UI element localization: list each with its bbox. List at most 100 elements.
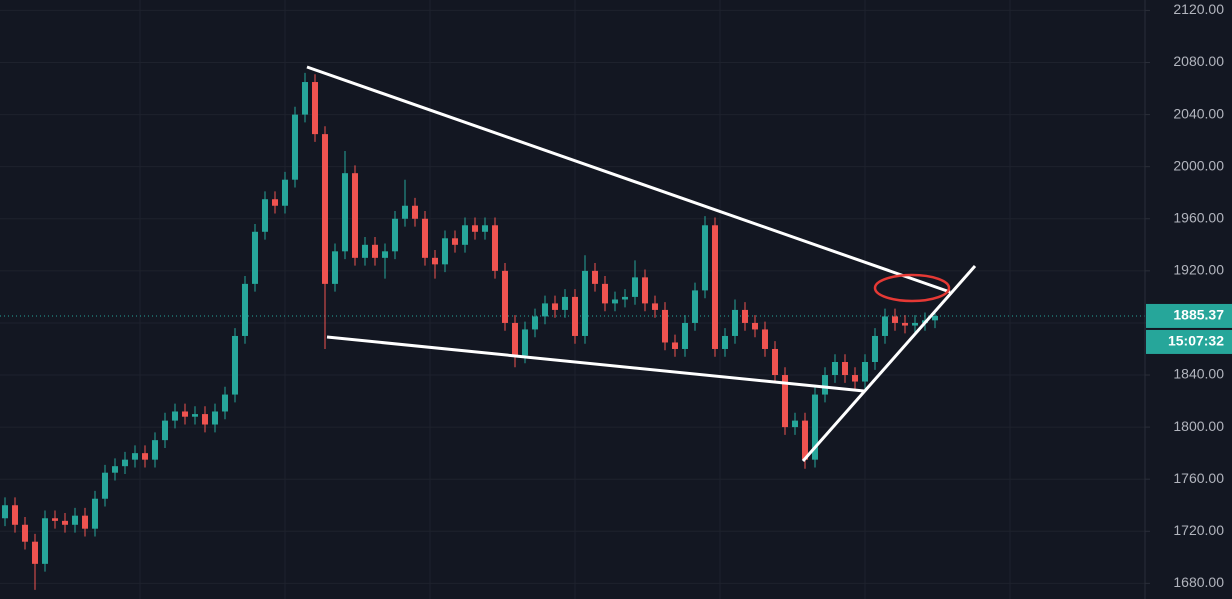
candle-body [292, 114, 298, 180]
trend-line [306, 65, 951, 294]
vertical-grid [139, 0, 1011, 599]
candle-body [332, 251, 338, 284]
candle-body [832, 362, 838, 376]
candle-body [742, 309, 748, 323]
candle-body [122, 459, 128, 467]
candles [2, 72, 938, 590]
candle-body [212, 411, 218, 425]
candle-body [602, 283, 608, 304]
candle-body [592, 270, 598, 284]
candle-body [322, 134, 328, 284]
candle-body [412, 205, 418, 219]
candle-body [632, 277, 638, 297]
candle-body [52, 518, 58, 521]
candle-body [42, 518, 48, 564]
candle-body [162, 420, 168, 441]
last-price-box [1146, 303, 1232, 328]
candle-body [82, 515, 88, 529]
candle-body [92, 498, 98, 529]
y-tick-label: 1760.00 [1173, 470, 1224, 486]
candle-body [342, 173, 348, 252]
candle-body [252, 231, 258, 284]
candle-body [822, 375, 828, 395]
candle-body [432, 257, 438, 265]
candle-body [182, 411, 188, 417]
candle-body [222, 394, 228, 412]
candle-body [22, 524, 28, 542]
candle-body [712, 225, 718, 349]
y-tick-label: 2120.00 [1173, 1, 1224, 17]
candle-body [232, 335, 238, 395]
candle-body [682, 322, 688, 349]
y-tick-label: 1920.00 [1173, 262, 1224, 278]
candle-body [692, 290, 698, 323]
candle-body [552, 303, 558, 310]
candle-body [492, 225, 498, 271]
candle-body [772, 348, 778, 376]
candle-body [152, 440, 158, 460]
candle-body [132, 453, 138, 460]
candle-body [442, 238, 448, 265]
candle-body [792, 420, 798, 428]
drawings [306, 65, 977, 462]
y-tick-label: 2040.00 [1173, 105, 1224, 121]
candle-body [272, 199, 278, 206]
y-tick-label: 1960.00 [1173, 209, 1224, 225]
candle-body [562, 296, 568, 310]
countdown-label: 15:07:32 [1168, 333, 1224, 349]
candle-body [462, 225, 468, 245]
candle-body [572, 296, 578, 336]
candle-body [702, 225, 708, 291]
y-tick-label: 1840.00 [1173, 366, 1224, 382]
candle-body [732, 309, 738, 336]
candle-body [762, 329, 768, 349]
candle-body [662, 309, 668, 343]
candle-body [672, 342, 678, 349]
candle-body [752, 322, 758, 330]
candle-body [102, 472, 108, 499]
candle-body [372, 244, 378, 258]
candle-body [862, 362, 868, 382]
candle-body [842, 362, 848, 376]
candle-body [812, 394, 818, 460]
candle-body [402, 205, 408, 219]
candle-body [2, 505, 8, 519]
last-price-label: 1885.37 [1173, 307, 1224, 323]
candle-body [352, 173, 358, 258]
candle-body [32, 541, 38, 564]
candle-body [62, 520, 68, 525]
candle-body [362, 244, 368, 258]
candle-body [282, 179, 288, 206]
candle-body [192, 414, 198, 417]
candle-body [622, 296, 628, 300]
candle-body [302, 82, 308, 115]
y-tick-label: 1720.00 [1173, 522, 1224, 538]
candle-body [452, 238, 458, 245]
candle-body [262, 199, 268, 232]
y-tick-label: 1680.00 [1173, 574, 1224, 590]
trend-line [801, 265, 977, 462]
candle-body [112, 466, 118, 473]
y-tick-label: 2080.00 [1173, 53, 1224, 69]
candle-body [502, 270, 508, 323]
candle-body [72, 515, 78, 525]
candle-body [312, 82, 318, 135]
candle-body [882, 316, 888, 336]
y-tick-label: 2000.00 [1173, 157, 1224, 173]
grid [0, 9, 1145, 584]
candle-body [202, 414, 208, 425]
candle-body [612, 299, 618, 304]
candle-body [852, 375, 858, 382]
candle-body [12, 505, 18, 525]
candle-body [512, 322, 518, 356]
price-axis: 1680.001720.001760.001800.001840.001880.… [1144, 0, 1232, 599]
candle-body [392, 218, 398, 252]
trend-line [326, 335, 865, 393]
candle-body [722, 335, 728, 349]
candle-body [872, 335, 878, 363]
candle-body [652, 303, 658, 310]
candle-body [892, 316, 898, 323]
candle-body [242, 283, 248, 336]
countdown-box [1146, 329, 1232, 354]
